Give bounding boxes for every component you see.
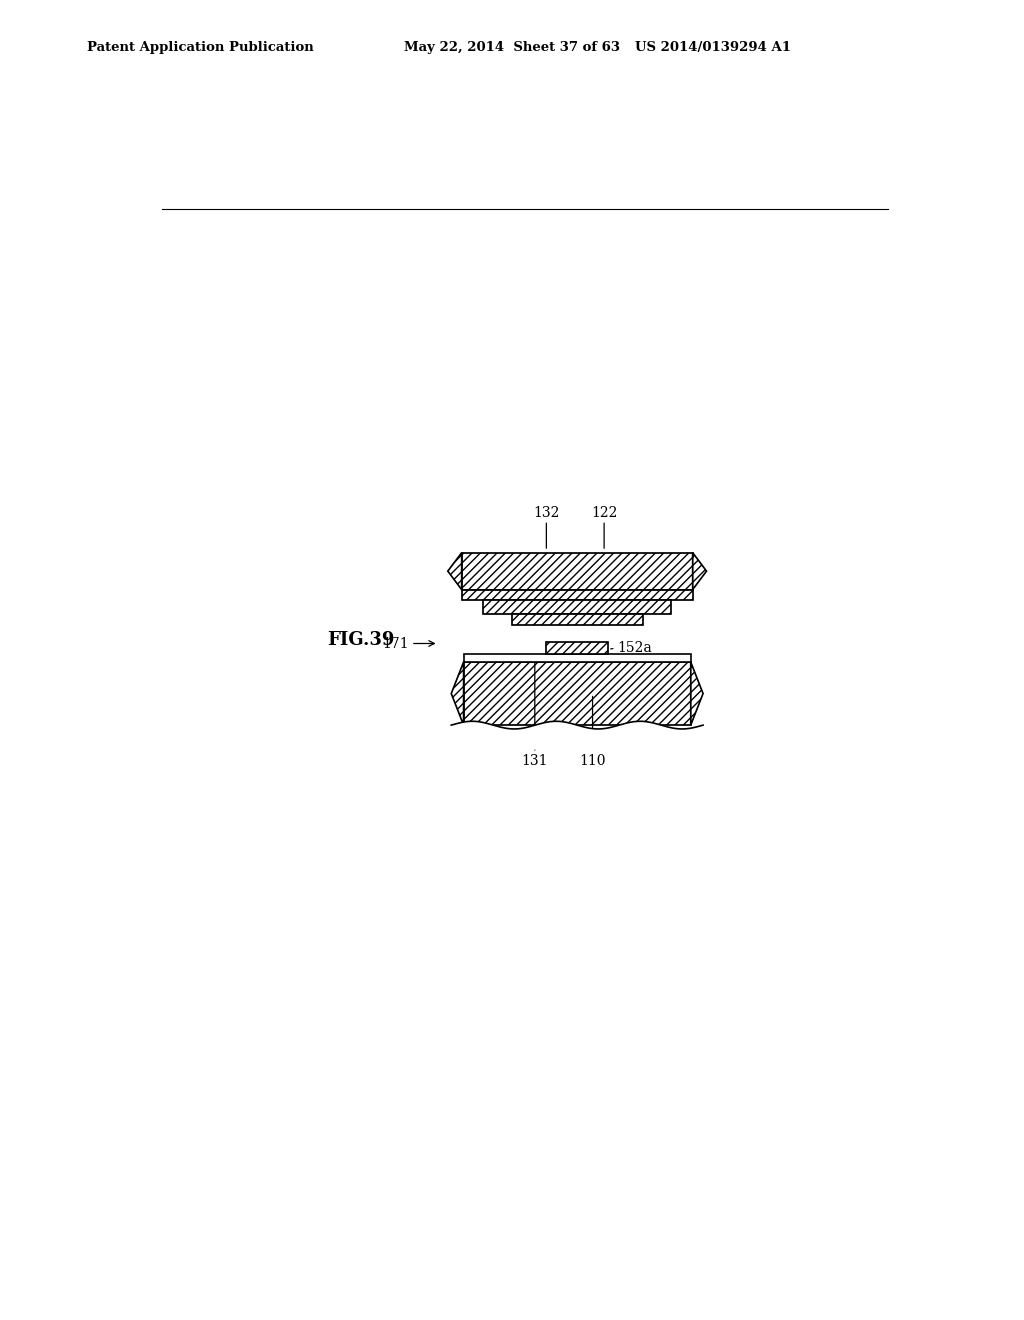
Text: 152a: 152a	[617, 642, 652, 655]
Text: US 2014/0139294 A1: US 2014/0139294 A1	[635, 41, 791, 54]
Bar	[462, 590, 692, 601]
Bar	[483, 601, 671, 614]
Bar	[462, 590, 692, 601]
Bar	[547, 642, 608, 655]
Text: 110: 110	[580, 755, 606, 768]
Bar	[512, 614, 643, 626]
Text: 132: 132	[534, 507, 559, 520]
Bar	[462, 553, 692, 590]
Bar	[462, 553, 692, 590]
Text: 122: 122	[591, 507, 617, 520]
Bar	[464, 663, 691, 725]
Text: Patent Application Publication: Patent Application Publication	[87, 41, 313, 54]
Polygon shape	[692, 553, 707, 590]
Bar	[512, 614, 643, 626]
Text: May 22, 2014  Sheet 37 of 63: May 22, 2014 Sheet 37 of 63	[404, 41, 621, 54]
Text: 131: 131	[521, 755, 548, 768]
Text: FIG.39: FIG.39	[327, 631, 394, 648]
Polygon shape	[452, 663, 464, 725]
Bar	[547, 642, 608, 655]
Bar	[464, 663, 691, 725]
Polygon shape	[447, 553, 462, 590]
Text: 171: 171	[383, 636, 410, 651]
Bar	[464, 655, 691, 663]
Bar	[483, 601, 671, 614]
Polygon shape	[691, 663, 703, 725]
